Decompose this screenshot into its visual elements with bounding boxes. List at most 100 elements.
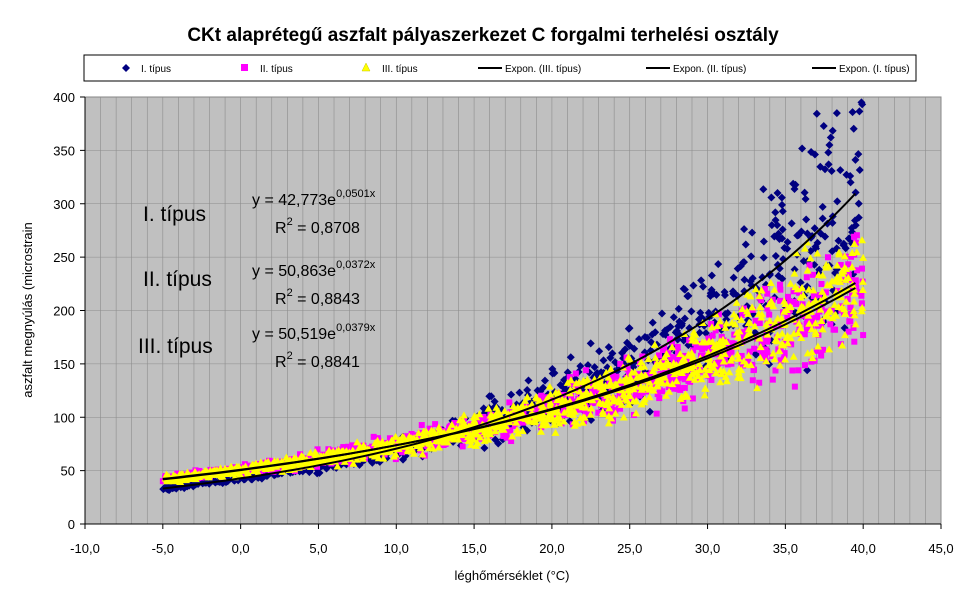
data-point-ii-tipus xyxy=(822,289,829,296)
data-point-ii-tipus xyxy=(500,433,507,440)
data-point-iii-tipus xyxy=(652,359,661,367)
data-point-i-tipus xyxy=(712,290,721,299)
data-point-iii-tipus xyxy=(833,261,842,269)
data-point-iii-tipus xyxy=(732,328,741,336)
data-point-iii-tipus xyxy=(486,430,495,438)
data-point-iii-tipus xyxy=(721,372,730,380)
data-point-iii-tipus xyxy=(700,391,709,399)
data-point-iii-tipus xyxy=(858,277,867,285)
data-point-iii-tipus xyxy=(733,332,742,340)
data-point-iii-tipus xyxy=(736,374,745,382)
data-point-i-tipus xyxy=(858,100,867,109)
data-point-ii-tipus xyxy=(650,378,657,385)
data-point-iii-tipus xyxy=(773,337,782,345)
data-point-ii-tipus xyxy=(764,305,771,312)
data-point-i-tipus xyxy=(748,228,757,237)
data-point-iii-tipus xyxy=(770,355,779,363)
data-point-i-tipus xyxy=(851,221,860,230)
data-point-iii-tipus xyxy=(840,252,849,260)
data-point-iii-tipus xyxy=(575,387,584,395)
data-point-i-tipus xyxy=(640,332,649,341)
trendline-expon-ii xyxy=(162,287,856,480)
data-point-i-tipus xyxy=(819,121,828,130)
data-point-i-tipus xyxy=(825,141,834,150)
data-point-iii-tipus xyxy=(778,329,787,337)
data-point-iii-tipus xyxy=(851,320,860,328)
data-point-iii-tipus xyxy=(811,319,820,327)
data-point-iii-tipus xyxy=(601,381,610,389)
data-point-i-tipus xyxy=(658,309,667,318)
data-point-ii-tipus xyxy=(848,253,855,260)
data-point-iii-tipus xyxy=(619,413,628,421)
data-point-ii-tipus xyxy=(740,362,747,369)
data-point-i-tipus xyxy=(566,353,575,362)
data-point-iii-tipus xyxy=(566,406,575,414)
data-point-iii-tipus xyxy=(831,310,840,318)
data-point-iii-tipus xyxy=(842,297,851,305)
data-point-iii-tipus xyxy=(848,263,857,271)
data-point-ii-tipus xyxy=(819,346,826,353)
data-point-ii-tipus xyxy=(683,373,690,380)
data-point-ii-tipus xyxy=(673,354,680,361)
data-point-iii-tipus xyxy=(688,370,697,378)
data-point-ii-tipus xyxy=(717,321,724,328)
data-point-iii-tipus xyxy=(756,303,765,311)
data-point-i-tipus xyxy=(648,318,657,327)
data-point-i-tipus xyxy=(797,227,806,236)
data-point-iii-tipus xyxy=(486,411,495,419)
data-point-ii-tipus xyxy=(809,319,816,326)
data-point-ii-tipus xyxy=(656,387,663,394)
data-point-iii-tipus xyxy=(732,298,741,306)
data-point-iii-tipus xyxy=(659,363,668,371)
data-point-iii-tipus xyxy=(497,425,506,433)
data-point-i-tipus xyxy=(848,108,857,117)
data-point-iii-tipus xyxy=(716,366,725,374)
data-point-iii-tipus xyxy=(803,266,812,274)
legend-marker-square xyxy=(241,64,248,71)
data-point-iii-tipus xyxy=(731,320,740,328)
annotation-r2: R2 = 0,8708 xyxy=(275,216,360,237)
data-point-i-tipus xyxy=(812,109,821,118)
data-point-i-tipus xyxy=(611,358,620,367)
data-point-iii-tipus xyxy=(844,274,853,282)
annotation-ii-tipus: II. típus y = 50,863e0,0372x R2 = 0,8843 xyxy=(143,259,376,308)
x-tick-label: -5,0 xyxy=(152,541,174,556)
data-point-iii-tipus xyxy=(650,340,659,348)
data-point-iii-tipus xyxy=(804,285,813,293)
data-point-iii-tipus xyxy=(500,407,509,415)
data-point-i-tipus xyxy=(697,276,706,285)
data-point-iii-tipus xyxy=(536,427,545,435)
data-point-iii-tipus xyxy=(794,329,803,337)
data-point-ii-tipus xyxy=(653,410,660,417)
data-point-ii-tipus xyxy=(827,321,834,328)
data-point-iii-tipus xyxy=(573,419,582,427)
x-tick-label: 0,0 xyxy=(232,541,250,556)
data-point-iii-tipus xyxy=(491,427,500,435)
data-point-iii-tipus xyxy=(603,396,612,404)
data-point-iii-tipus xyxy=(850,311,859,319)
data-point-i-tipus xyxy=(671,328,680,337)
data-point-iii-tipus xyxy=(721,323,730,331)
data-point-iii-tipus xyxy=(858,286,867,294)
data-point-iii-tipus xyxy=(454,435,463,443)
data-point-iii-tipus xyxy=(858,303,867,311)
data-point-ii-tipus xyxy=(677,385,684,392)
data-point-ii-tipus xyxy=(681,405,688,412)
data-point-iii-tipus xyxy=(409,449,418,457)
data-point-iii-tipus xyxy=(800,244,809,252)
data-point-iii-tipus xyxy=(306,448,315,456)
data-point-iii-tipus xyxy=(480,436,489,444)
data-point-iii-tipus xyxy=(693,372,702,380)
data-point-i-tipus xyxy=(783,244,792,253)
data-point-i-tipus xyxy=(523,386,532,395)
data-point-i-tipus xyxy=(827,166,836,175)
data-point-ii-tipus xyxy=(518,419,525,426)
data-point-ii-tipus xyxy=(625,369,632,376)
data-point-iii-tipus xyxy=(391,432,400,440)
data-point-iii-tipus xyxy=(668,380,677,388)
data-point-iii-tipus xyxy=(566,376,575,384)
data-point-i-tipus xyxy=(524,376,533,385)
data-point-iii-tipus xyxy=(821,312,830,320)
data-point-ii-tipus xyxy=(825,254,832,261)
data-point-i-tipus xyxy=(798,144,807,153)
